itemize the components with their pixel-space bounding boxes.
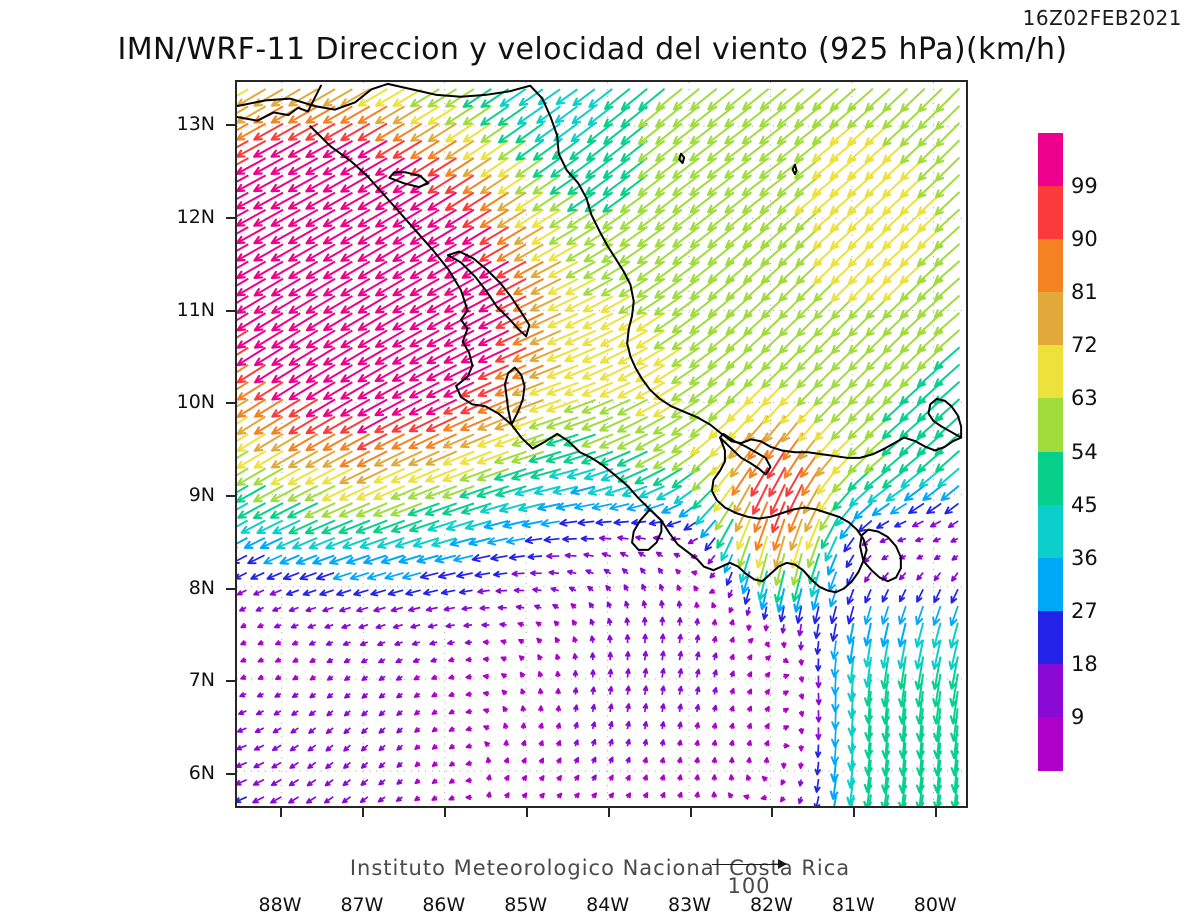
x-axis-label: 83W	[668, 894, 711, 916]
y-axis-label: 7N	[95, 669, 215, 691]
colorbar-band	[1038, 558, 1063, 612]
colorbar-band	[1038, 664, 1063, 718]
colorbar-tick-label: 45	[1071, 493, 1098, 517]
colorbar-band	[1038, 345, 1063, 399]
y-axis-label: 11N	[95, 299, 215, 321]
x-axis-tick	[690, 808, 692, 817]
x-axis-tick	[608, 808, 610, 817]
x-axis-tick	[280, 808, 282, 817]
x-axis-label: 81W	[832, 894, 875, 916]
y-axis-label: 8N	[95, 577, 215, 599]
y-axis-tick	[226, 680, 235, 682]
x-axis-label: 86W	[422, 894, 465, 916]
x-axis-tick	[362, 808, 364, 817]
reference-vector: 100	[712, 874, 786, 898]
colorbar-tick-label: 9	[1071, 705, 1084, 729]
x-axis-label: 85W	[504, 894, 547, 916]
reference-vector-label: 100	[712, 874, 786, 898]
colorbar-band	[1038, 239, 1063, 293]
y-axis-tick	[226, 495, 235, 497]
y-axis-tick	[226, 217, 235, 219]
footer-credit: Instituto Meteorologico Nacional Costa R…	[0, 856, 1200, 880]
colorbar-band	[1038, 611, 1063, 665]
colorbar-tick-label: 90	[1071, 227, 1098, 251]
colorbar-tick-label: 99	[1071, 174, 1098, 198]
y-axis-label: 12N	[95, 206, 215, 228]
y-axis-tick	[226, 402, 235, 404]
reference-vector-arrowhead	[778, 859, 787, 869]
colorbar-tick-label: 36	[1071, 546, 1098, 570]
y-axis-label: 10N	[95, 391, 215, 413]
x-axis-label: 80W	[914, 894, 957, 916]
y-axis-tick	[226, 773, 235, 775]
colorbar-tick-label: 63	[1071, 386, 1098, 410]
x-axis-tick	[771, 808, 773, 817]
reference-vector-shaft	[712, 864, 786, 865]
y-axis-label: 6N	[95, 762, 215, 784]
colorbar-band	[1038, 133, 1063, 187]
y-axis-label: 13N	[95, 113, 215, 135]
x-axis-tick	[444, 808, 446, 817]
x-axis-label: 84W	[586, 894, 629, 916]
x-axis-label: 87W	[340, 894, 383, 916]
colorbar-band	[1038, 505, 1063, 559]
y-axis-tick	[226, 310, 235, 312]
colorbar-tick-label: 81	[1071, 280, 1098, 304]
x-axis-tick	[853, 808, 855, 817]
colorbar-tick-label: 18	[1071, 652, 1098, 676]
page-title: IMN/WRF-11 Direccion y velocidad del vie…	[0, 32, 1185, 67]
colorbar-band	[1038, 292, 1063, 346]
x-axis-label: 88W	[259, 894, 302, 916]
colorbar-tick-label: 27	[1071, 599, 1098, 623]
colorbar-tick-label: 72	[1071, 333, 1098, 357]
x-axis-tick	[526, 808, 528, 817]
y-axis-tick	[226, 124, 235, 126]
colorbar-tick-label: 54	[1071, 440, 1098, 464]
datestamp-label: 16Z02FEB2021	[1023, 6, 1182, 30]
colorbar-band	[1038, 186, 1063, 240]
colorbar-band	[1038, 452, 1063, 506]
x-axis-tick	[935, 808, 937, 817]
y-axis-label: 9N	[95, 484, 215, 506]
y-axis-tick	[226, 588, 235, 590]
colorbar-band	[1038, 398, 1063, 452]
colorbar-band	[1038, 717, 1063, 771]
